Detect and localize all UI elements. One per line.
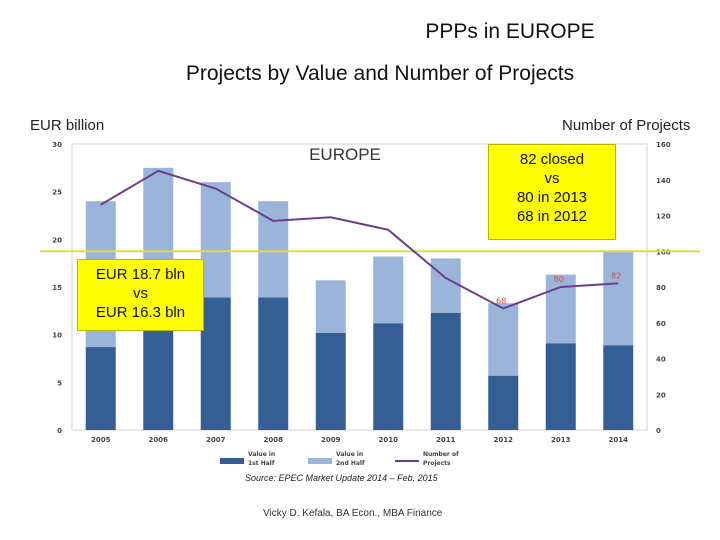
bar-first-half bbox=[545, 343, 576, 430]
chart-title: EUROPE bbox=[309, 145, 381, 164]
bar-first-half bbox=[85, 347, 116, 430]
point-label: 68 bbox=[496, 296, 506, 305]
bar-second-half bbox=[430, 258, 461, 313]
legend-label: 1st Half bbox=[248, 460, 275, 467]
bar-second-half bbox=[200, 182, 231, 298]
x-tick-label: 2012 bbox=[494, 436, 514, 444]
bar-second-half bbox=[373, 256, 404, 324]
right-tick-label: 40 bbox=[656, 356, 666, 364]
left-tick-label: 15 bbox=[52, 284, 62, 292]
callout-line: EUR 16.3 bln bbox=[95, 304, 186, 321]
bar-first-half bbox=[373, 323, 404, 430]
right-tick-label: 160 bbox=[656, 141, 671, 149]
bar-first-half bbox=[603, 345, 634, 430]
legend-swatch bbox=[308, 458, 332, 464]
right-tick-label: 140 bbox=[656, 177, 671, 185]
bar-first-half bbox=[315, 332, 346, 430]
right-tick-label: 0 bbox=[656, 427, 661, 435]
left-tick-label: 10 bbox=[52, 332, 62, 340]
x-tick-label: 2011 bbox=[436, 436, 456, 444]
slide-title: PPPs in EUROPE bbox=[425, 20, 595, 43]
bar-first-half bbox=[430, 312, 461, 430]
left-axis-label: EUR billion bbox=[30, 117, 105, 134]
x-tick-label: 2005 bbox=[91, 436, 111, 444]
x-tick-label: 2006 bbox=[149, 436, 169, 444]
projects-line bbox=[100, 169, 619, 310]
projects-callout: 82 closed vs 80 in 2013 68 in 2012 bbox=[488, 144, 616, 240]
bar-first-half bbox=[488, 375, 519, 430]
x-tick-label: 2010 bbox=[379, 436, 399, 444]
point-label: 80 bbox=[554, 275, 564, 284]
x-tick-label: 2007 bbox=[206, 436, 226, 444]
callout-line: 82 closed bbox=[519, 151, 585, 168]
callout-line: EUR 18.7 bln bbox=[95, 266, 186, 283]
legend-label: Value in bbox=[336, 451, 363, 458]
slide-subtitle: Projects by Value and Number of Projects bbox=[185, 62, 575, 85]
right-tick-label: 80 bbox=[656, 284, 666, 292]
source-note: Source: EPEC Market Update 2014 – Feb. 2… bbox=[245, 473, 438, 483]
value-callout: EUR 18.7 bln vs EUR 16.3 bln bbox=[77, 259, 204, 331]
bar-second-half bbox=[545, 274, 576, 344]
legend-label: Value in bbox=[248, 451, 275, 458]
left-tick-label: 20 bbox=[52, 236, 62, 244]
left-tick-label: 5 bbox=[57, 379, 62, 387]
x-tick-label: 2008 bbox=[264, 436, 284, 444]
legend-label: 2nd Half bbox=[336, 460, 365, 467]
legend-label: Number of bbox=[423, 451, 459, 458]
left-tick-label: 0 bbox=[57, 427, 62, 435]
right-tick-label: 120 bbox=[656, 213, 671, 221]
callout-line: vs bbox=[133, 285, 148, 302]
left-tick-label: 30 bbox=[52, 141, 62, 149]
bar-second-half bbox=[488, 303, 519, 376]
author-credit: Vicky D. Kefala, BA Econ., MBA Finance bbox=[263, 508, 443, 519]
legend-label: Projects bbox=[423, 460, 451, 467]
left-tick-label: 25 bbox=[52, 189, 62, 197]
callout-line: 68 in 2012 bbox=[516, 208, 588, 225]
bar-second-half bbox=[603, 251, 634, 346]
right-axis-label: Number of Projects bbox=[562, 117, 691, 134]
bar-second-half bbox=[315, 280, 346, 333]
point-label: 82 bbox=[611, 271, 621, 280]
callout-line: 80 in 2013 bbox=[516, 189, 588, 206]
bar-first-half bbox=[258, 297, 289, 430]
legend-swatch bbox=[220, 458, 244, 464]
x-tick-label: 2009 bbox=[321, 436, 341, 444]
plot-frame bbox=[71, 143, 648, 431]
right-tick-label: 20 bbox=[656, 391, 666, 399]
right-tick-label: 60 bbox=[656, 320, 666, 328]
callout-line: vs bbox=[544, 170, 560, 187]
x-tick-label: 2013 bbox=[551, 436, 571, 444]
bar-first-half bbox=[200, 297, 231, 430]
bar-second-half bbox=[258, 201, 289, 298]
x-tick-label: 2014 bbox=[609, 436, 629, 444]
